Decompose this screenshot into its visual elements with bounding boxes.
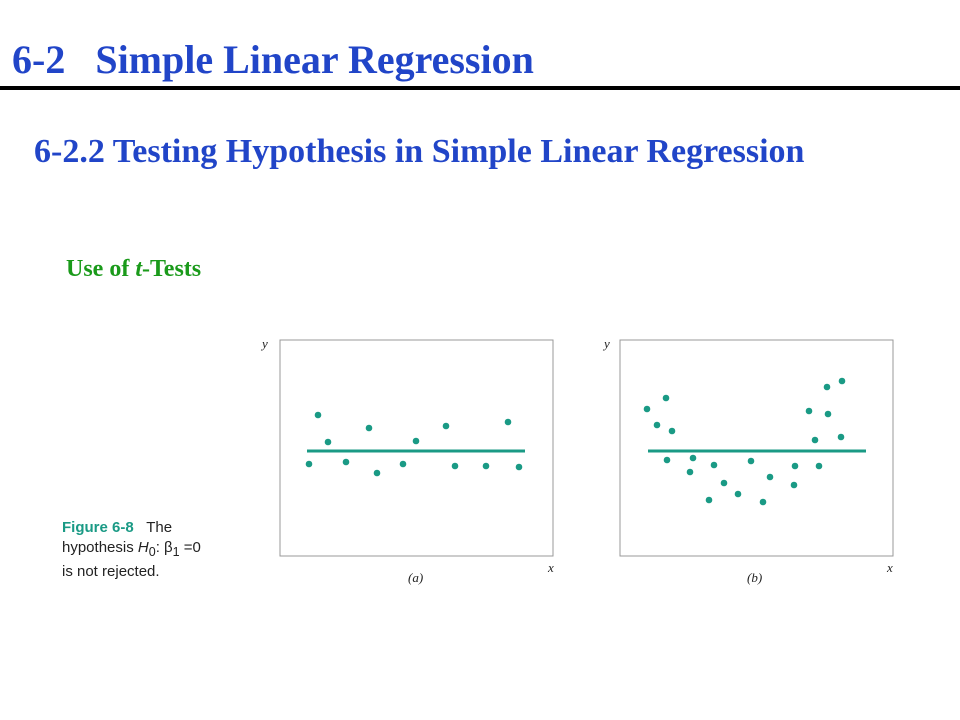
dot bbox=[838, 377, 846, 385]
dot bbox=[314, 411, 322, 419]
x-label: x bbox=[547, 560, 554, 575]
dot bbox=[791, 462, 799, 470]
dot bbox=[373, 469, 381, 477]
text: -Tests bbox=[142, 256, 202, 282]
text: 0 bbox=[148, 545, 156, 559]
panel-caption: (b) bbox=[747, 570, 762, 585]
dot bbox=[663, 456, 671, 464]
text: The bbox=[146, 519, 173, 536]
dot bbox=[399, 460, 407, 468]
panel-a: y x (a) bbox=[260, 336, 554, 585]
dot bbox=[759, 498, 767, 506]
dot bbox=[824, 410, 832, 418]
dot bbox=[686, 468, 694, 476]
dot bbox=[515, 463, 523, 471]
dot bbox=[823, 383, 831, 391]
dot bbox=[837, 433, 845, 441]
dot bbox=[412, 437, 420, 445]
dot bbox=[365, 424, 373, 432]
text: t bbox=[135, 256, 142, 282]
dot bbox=[482, 462, 490, 470]
dot bbox=[504, 418, 512, 426]
dot bbox=[790, 481, 798, 489]
dot bbox=[653, 421, 661, 429]
dot bbox=[811, 436, 819, 444]
section-title: 6-2.2 Testing Hypothesis in Simple Linea… bbox=[34, 133, 805, 170]
x-label: x bbox=[886, 560, 893, 575]
dot bbox=[734, 490, 742, 498]
dots bbox=[643, 377, 846, 506]
text: 1 bbox=[172, 545, 180, 559]
dot bbox=[662, 394, 670, 402]
dot bbox=[643, 405, 651, 413]
dot bbox=[705, 496, 713, 504]
figure-label: Figure 6-8 bbox=[62, 519, 134, 536]
dot bbox=[689, 454, 697, 462]
dot bbox=[766, 473, 774, 481]
text: =0 bbox=[179, 539, 201, 556]
y-label: y bbox=[602, 336, 610, 351]
dot bbox=[720, 479, 728, 487]
dot bbox=[747, 457, 755, 465]
text: Use of bbox=[66, 256, 136, 282]
dots bbox=[305, 411, 523, 477]
dot bbox=[710, 461, 718, 469]
slide-title: 6-2 Simple Linear Regression bbox=[12, 37, 534, 82]
panel-b: y x (b) bbox=[602, 336, 894, 585]
text: : β bbox=[155, 539, 173, 556]
text: H bbox=[137, 539, 149, 556]
section-subtitle: Use of t-Tests bbox=[66, 256, 201, 283]
dot bbox=[668, 427, 676, 435]
dot bbox=[451, 462, 459, 470]
dot bbox=[442, 422, 450, 430]
figure-caption: Figure 6-8 The hypothesis H0: β1 =0 is n… bbox=[62, 518, 201, 582]
plot-frame bbox=[619, 339, 894, 557]
title-rule bbox=[0, 86, 960, 90]
text: hypothesis bbox=[62, 539, 138, 556]
plot-frame bbox=[279, 339, 554, 557]
dot bbox=[805, 407, 813, 415]
dot bbox=[305, 460, 313, 468]
dot bbox=[815, 462, 823, 470]
dot bbox=[324, 438, 332, 446]
panel-caption: (a) bbox=[408, 570, 423, 585]
text: is not rejected. bbox=[62, 563, 160, 580]
dot bbox=[342, 458, 350, 466]
y-label: y bbox=[260, 336, 268, 351]
